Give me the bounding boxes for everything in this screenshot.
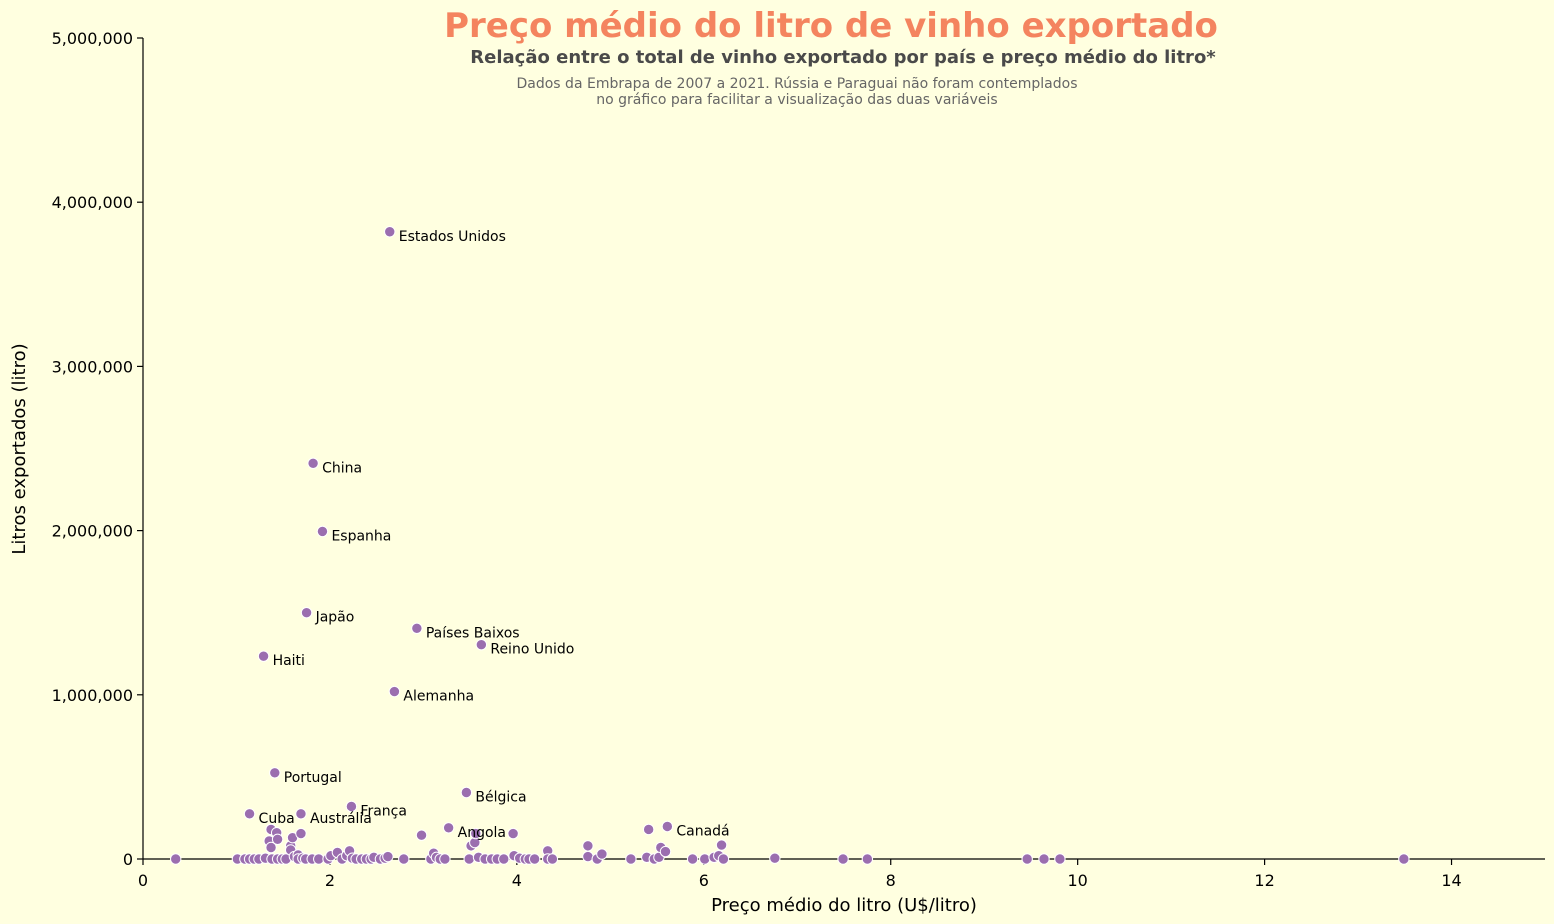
data-point <box>659 845 672 858</box>
data-point <box>507 827 519 840</box>
point-label: Estados Unidos <box>399 229 506 245</box>
data-point <box>295 827 307 840</box>
data-point <box>463 853 475 865</box>
data-point <box>265 841 277 854</box>
x-axis-label: Preço médio do litro (U$/litro) <box>711 895 977 916</box>
data-point <box>1021 853 1033 865</box>
point-label: Angola <box>458 825 506 841</box>
data-point <box>642 823 655 836</box>
point-label: China <box>322 460 362 476</box>
y-tick-label: 1,000,000 <box>52 686 133 705</box>
x-tick-label: 12 <box>1254 871 1274 890</box>
y-tick-label: 5,000,000 <box>52 29 133 48</box>
data-point <box>661 820 674 833</box>
data-point <box>300 607 313 619</box>
y-tick-label: 3,000,000 <box>52 357 133 376</box>
data-point <box>442 822 455 834</box>
data-point <box>415 829 428 841</box>
data-point <box>475 639 488 651</box>
point-label: Canadá <box>676 823 729 839</box>
data-point <box>388 685 401 698</box>
data-point <box>596 848 608 860</box>
point-label: França <box>360 803 407 819</box>
data-point <box>398 853 410 865</box>
data-point <box>257 650 270 662</box>
data-point <box>699 853 711 865</box>
data-point <box>439 853 451 865</box>
data-point <box>243 808 256 820</box>
point-label: Portugal <box>284 770 342 786</box>
point-label: Bélgica <box>475 789 526 805</box>
point-label: Espanha <box>331 528 391 544</box>
y-tick-label: 4,000,000 <box>52 193 133 212</box>
chart-note-line-2: no gráfico para facilitar a visualização… <box>596 92 997 108</box>
data-point <box>498 853 510 865</box>
data-point <box>1054 853 1066 865</box>
point-label: Países Baixos <box>426 625 520 641</box>
data-points <box>170 226 1410 865</box>
point-annotations: Estados Unidos China Espanha Japão Países Ba… <box>259 229 730 841</box>
data-point <box>170 853 182 865</box>
data-point <box>528 853 541 865</box>
data-point <box>316 525 329 538</box>
data-point <box>1038 853 1050 865</box>
data-point <box>837 853 849 865</box>
chart-subtitle: Relação entre o total de vinho exportado… <box>470 47 1216 68</box>
data-point <box>271 833 284 845</box>
data-point <box>582 840 594 852</box>
data-point <box>686 853 699 865</box>
data-point <box>546 853 559 865</box>
data-point <box>269 767 281 779</box>
y-axis-label: Litros exportados (litro) <box>9 343 30 554</box>
data-point <box>582 850 594 863</box>
point-label: Reino Unido <box>490 642 574 658</box>
point-label: Haiti <box>273 653 305 669</box>
chart-note-line-1: Dados da Embrapa de 2007 a 2021. Rússia … <box>517 76 1078 92</box>
x-tick-label: 14 <box>1441 871 1461 890</box>
point-label: Austrália <box>310 811 372 827</box>
data-point <box>295 808 307 820</box>
x-tick-label: 8 <box>886 871 896 890</box>
data-point <box>717 853 730 865</box>
y-tick-label: 0 <box>123 850 133 869</box>
data-point <box>769 852 781 864</box>
x-tick-label: 10 <box>1067 871 1087 890</box>
data-point <box>861 853 874 865</box>
y-tick-label: 2,000,000 <box>52 522 133 541</box>
data-point <box>313 853 325 865</box>
point-label: Japão <box>315 610 355 626</box>
chart-title: Preço médio do litro de vinho exportado <box>444 6 1218 46</box>
x-tick-label: 0 <box>138 871 148 890</box>
data-point <box>307 457 319 469</box>
data-point <box>384 226 396 238</box>
x-tick-label: 6 <box>699 871 709 890</box>
data-point <box>345 800 358 813</box>
data-point <box>470 827 482 840</box>
x-tick-label: 4 <box>512 871 522 890</box>
data-point <box>1398 853 1410 865</box>
axes: 0 2 4 6 8 10 12 14 0 1,000,000 2,000,000 3,000,000 4… <box>52 29 1545 890</box>
x-tick-label: 2 <box>325 871 335 890</box>
data-point <box>382 850 394 863</box>
data-point <box>625 853 637 865</box>
point-label: Alemanha <box>403 689 474 705</box>
data-point <box>460 786 473 799</box>
point-label: Cuba <box>259 811 295 827</box>
data-point <box>411 622 423 634</box>
data-point <box>715 839 728 851</box>
